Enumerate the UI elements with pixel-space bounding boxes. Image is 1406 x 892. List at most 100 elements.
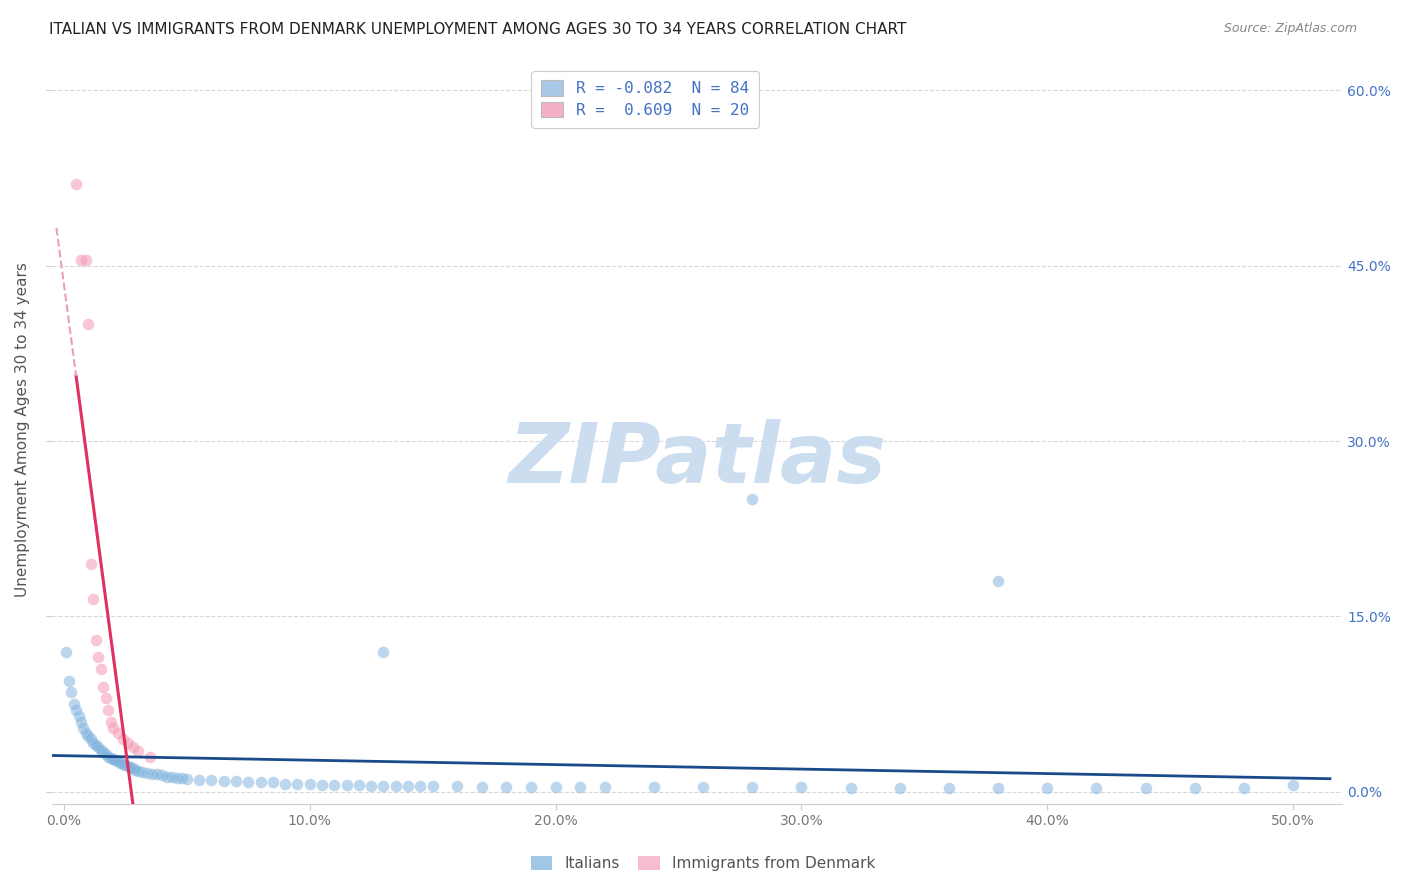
- Point: [65, 177, 87, 191]
- Point: [111, 756, 134, 771]
- Point: [166, 771, 188, 785]
- Point: [141, 767, 163, 781]
- Text: ITALIAN VS IMMIGRANTS FROM DENMARK UNEMPLOYMENT AMONG AGES 30 TO 34 YEARS CORREL: ITALIAN VS IMMIGRANTS FROM DENMARK UNEMP…: [49, 22, 907, 37]
- Point: [87, 650, 110, 665]
- Point: [104, 753, 127, 767]
- Point: [741, 492, 763, 507]
- Legend: R = -0.082  N = 84, R =  0.609  N = 20: R = -0.082 N = 84, R = 0.609 N = 20: [531, 70, 759, 128]
- Point: [58, 673, 80, 688]
- Point: [70, 714, 93, 729]
- Point: [373, 644, 395, 658]
- Point: [91, 680, 114, 694]
- Point: [287, 777, 309, 791]
- Point: [1282, 778, 1305, 792]
- Point: [67, 708, 90, 723]
- Point: [100, 714, 122, 729]
- Point: [146, 767, 169, 781]
- Point: [212, 774, 235, 789]
- Point: [80, 732, 103, 747]
- Point: [75, 252, 97, 267]
- Point: [335, 778, 357, 792]
- Point: [60, 685, 83, 699]
- Point: [101, 721, 124, 735]
- Point: [839, 781, 862, 796]
- Point: [409, 779, 432, 793]
- Point: [1085, 781, 1108, 796]
- Point: [94, 747, 117, 762]
- Point: [127, 744, 149, 758]
- Point: [94, 691, 117, 706]
- Point: [139, 749, 162, 764]
- Point: [100, 751, 122, 765]
- Point: [82, 591, 104, 606]
- Point: [987, 574, 1010, 589]
- Point: [643, 780, 665, 794]
- Point: [938, 781, 960, 796]
- Point: [156, 770, 179, 784]
- Point: [520, 780, 543, 794]
- Point: [90, 743, 112, 757]
- Point: [136, 766, 159, 780]
- Point: [200, 773, 222, 788]
- Point: [238, 775, 260, 789]
- Point: [111, 732, 134, 747]
- Point: [97, 703, 120, 717]
- Point: [55, 644, 77, 658]
- Text: ZIPatlas: ZIPatlas: [508, 418, 886, 500]
- Point: [347, 778, 370, 792]
- Point: [323, 778, 346, 792]
- Point: [117, 736, 139, 750]
- Point: [72, 721, 94, 735]
- Point: [131, 764, 153, 779]
- Point: [311, 778, 333, 792]
- Point: [160, 770, 183, 784]
- Point: [790, 780, 813, 794]
- Point: [117, 759, 139, 773]
- Point: [1184, 781, 1206, 796]
- Point: [110, 756, 132, 770]
- Point: [124, 763, 146, 777]
- Point: [544, 780, 567, 794]
- Point: [593, 780, 616, 794]
- Point: [65, 703, 87, 717]
- Point: [741, 780, 763, 794]
- Point: [396, 779, 419, 793]
- Point: [107, 726, 129, 740]
- Point: [80, 557, 103, 571]
- Point: [77, 317, 100, 331]
- Point: [70, 252, 93, 267]
- Point: [84, 632, 107, 647]
- Point: [87, 740, 110, 755]
- Point: [150, 768, 173, 782]
- Point: [188, 773, 211, 788]
- Point: [82, 736, 104, 750]
- Point: [384, 779, 406, 793]
- Point: [495, 780, 517, 794]
- Point: [569, 780, 592, 794]
- Text: Source: ZipAtlas.com: Source: ZipAtlas.com: [1223, 22, 1357, 36]
- Point: [446, 779, 468, 793]
- Point: [91, 745, 114, 759]
- Point: [262, 775, 284, 789]
- Point: [987, 781, 1010, 796]
- Point: [121, 761, 143, 775]
- Point: [107, 755, 129, 769]
- Point: [97, 749, 120, 764]
- Point: [373, 779, 395, 793]
- Point: [77, 729, 100, 743]
- Point: [360, 779, 382, 793]
- Point: [225, 774, 247, 789]
- Point: [170, 771, 193, 785]
- Point: [114, 758, 136, 772]
- Point: [274, 777, 297, 791]
- Point: [298, 777, 321, 791]
- Point: [62, 697, 84, 711]
- Point: [692, 780, 714, 794]
- Point: [889, 781, 911, 796]
- Point: [120, 760, 142, 774]
- Legend: Italians, Immigrants from Denmark: Italians, Immigrants from Denmark: [524, 849, 882, 877]
- Point: [422, 779, 444, 793]
- Point: [90, 662, 112, 676]
- Point: [249, 775, 271, 789]
- Y-axis label: Unemployment Among Ages 30 to 34 years: Unemployment Among Ages 30 to 34 years: [15, 262, 30, 597]
